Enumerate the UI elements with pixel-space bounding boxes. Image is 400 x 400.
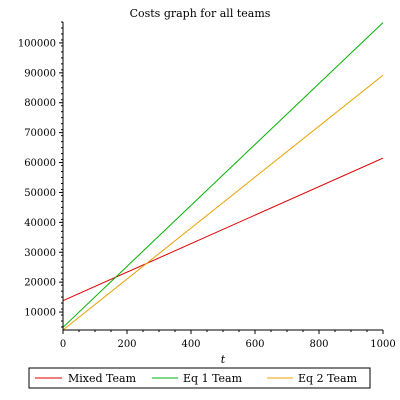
x-tick-label: 800 <box>309 339 328 350</box>
x-tick-label: 0 <box>60 339 66 350</box>
y-tick-label: 60000 <box>24 158 56 169</box>
y-tick-label: 70000 <box>24 128 56 139</box>
x-axis-label: t <box>221 353 226 366</box>
x-tick-label: 1000 <box>370 339 395 350</box>
y-tick-label: 100000 <box>18 38 56 49</box>
x-tick-label: 600 <box>245 339 264 350</box>
y-tick-label: 30000 <box>24 248 56 259</box>
x-tick-label: 200 <box>117 339 136 350</box>
legend-label-eq2-team: Eq 2 Team <box>298 372 358 385</box>
ticks-layer: 0 200 400 600 800 1000 10000 20000 30000 40000 500… <box>18 21 396 350</box>
y-tick-label: 90000 <box>24 68 56 79</box>
y-tick-label: 20000 <box>24 278 56 289</box>
legend: Mixed Team Eq 1 Team Eq 2 Team <box>28 367 371 389</box>
legend-box <box>28 367 371 389</box>
series-line-mixed-team <box>62 157 384 302</box>
series-line-eq-2-team <box>62 74 384 331</box>
legend-label-eq1-team: Eq 1 Team <box>183 372 243 385</box>
y-tick-label: 40000 <box>24 218 56 229</box>
series-layer <box>62 22 384 331</box>
chart-title: Costs graph for all teams <box>130 7 271 20</box>
x-tick-label: 400 <box>181 339 200 350</box>
series-line-eq-1-team <box>62 22 384 328</box>
y-tick-label: 80000 <box>24 98 56 109</box>
y-tick-label: 50000 <box>24 188 56 199</box>
y-tick-label: 10000 <box>24 308 56 319</box>
legend-label-mixed-team: Mixed Team <box>68 372 137 385</box>
